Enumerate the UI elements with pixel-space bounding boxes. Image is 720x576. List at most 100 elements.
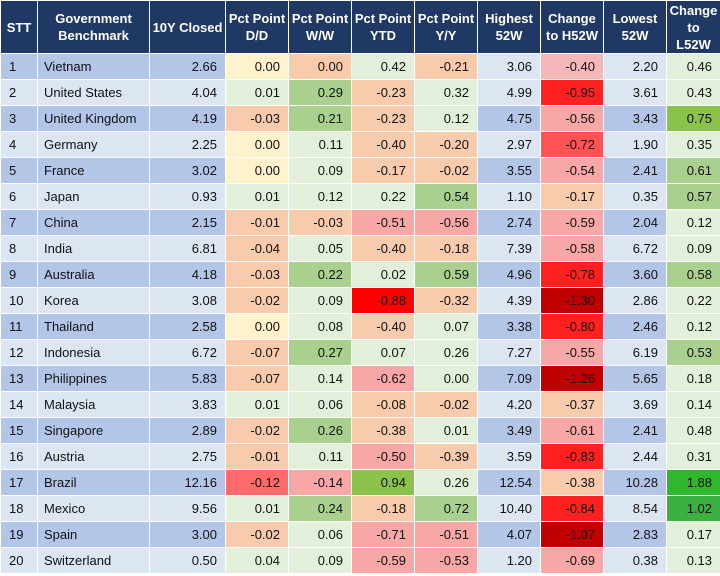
value-cell: -0.02 xyxy=(414,391,478,418)
row-index-cell: 20 xyxy=(0,547,38,574)
value-cell: 2.25 xyxy=(149,131,226,158)
value-cell: 4.18 xyxy=(149,261,226,288)
value-cell: 0.38 xyxy=(603,547,667,574)
value-cell: 12.16 xyxy=(149,469,226,496)
value-cell: 0.00 xyxy=(288,53,352,80)
value-cell: 1.88 xyxy=(666,469,720,496)
value-cell: 0.32 xyxy=(414,79,478,106)
country-cell: United States xyxy=(37,79,150,106)
value-cell: 5.83 xyxy=(149,365,226,392)
row-index-cell: 7 xyxy=(0,209,38,236)
value-cell: 0.09 xyxy=(288,287,352,314)
value-cell: -0.02 xyxy=(414,157,478,184)
value-cell: -0.02 xyxy=(225,417,289,444)
value-cell: -0.56 xyxy=(540,105,604,132)
table-row: 4 Germany 2.25 0.00 0.11 -0.40 -0.20 2.97 -0.72 1… xyxy=(0,131,720,158)
table-row: 7 China 2.15 -0.01 -0.03 -0.51 -0.56 2.74 -0.59 2… xyxy=(0,209,720,236)
value-cell: -0.59 xyxy=(351,547,415,574)
value-cell: 6.81 xyxy=(149,235,226,262)
value-cell: 4.20 xyxy=(477,391,541,418)
column-header: Highest 52W xyxy=(477,0,541,54)
value-cell: -0.40 xyxy=(351,235,415,262)
value-cell: 4.99 xyxy=(477,79,541,106)
table-row: 6 Japan 0.93 0.01 0.12 0.22 0.54 1.10 -0.17 0.35 0… xyxy=(0,183,720,210)
column-header: Change to L52W xyxy=(666,0,720,54)
value-cell: -0.78 xyxy=(540,261,604,288)
value-cell: -0.39 xyxy=(414,443,478,470)
table-row: 1 Vietnam 2.66 0.00 0.00 0.42 -0.21 3.06 -0.40 2.… xyxy=(0,53,720,80)
value-cell: 3.08 xyxy=(149,287,226,314)
value-cell: 0.00 xyxy=(225,131,289,158)
value-cell: 2.86 xyxy=(603,287,667,314)
value-cell: 2.15 xyxy=(149,209,226,236)
value-cell: 0.22 xyxy=(288,261,352,288)
country-cell: Korea xyxy=(37,287,150,314)
table-row: 12 Indonesia 6.72 -0.07 0.27 0.07 0.26 7.27 -0.5… xyxy=(0,339,720,366)
value-cell: 4.19 xyxy=(149,105,226,132)
value-cell: 6.72 xyxy=(149,339,226,366)
value-cell: -0.12 xyxy=(225,469,289,496)
value-cell: 0.01 xyxy=(225,79,289,106)
value-cell: 0.00 xyxy=(225,53,289,80)
value-cell: 3.60 xyxy=(603,261,667,288)
value-cell: 0.46 xyxy=(666,53,720,80)
country-cell: United Kingdom xyxy=(37,105,150,132)
value-cell: 0.14 xyxy=(288,365,352,392)
value-cell: 0.93 xyxy=(149,183,226,210)
value-cell: 2.41 xyxy=(603,417,667,444)
country-cell: China xyxy=(37,209,150,236)
value-cell: 6.19 xyxy=(603,339,667,366)
country-cell: Philippines xyxy=(37,365,150,392)
country-cell: Brazil xyxy=(37,469,150,496)
value-cell: 2.46 xyxy=(603,313,667,340)
value-cell: -0.61 xyxy=(540,417,604,444)
column-header: STT xyxy=(0,0,38,54)
row-index-cell: 19 xyxy=(0,521,38,548)
value-cell: 0.72 xyxy=(414,495,478,522)
row-index-cell: 4 xyxy=(0,131,38,158)
value-cell: 12.54 xyxy=(477,469,541,496)
value-cell: 0.06 xyxy=(288,521,352,548)
country-cell: Austria xyxy=(37,443,150,470)
value-cell: 10.28 xyxy=(603,469,667,496)
value-cell: 0.00 xyxy=(225,157,289,184)
column-header: Lowest 52W xyxy=(603,0,667,54)
value-cell: -0.51 xyxy=(414,521,478,548)
value-cell: -0.95 xyxy=(540,79,604,106)
value-cell: -0.01 xyxy=(225,443,289,470)
value-cell: 0.50 xyxy=(149,547,226,574)
value-cell: 0.42 xyxy=(351,53,415,80)
column-header: Pct Point YTD xyxy=(351,0,415,54)
value-cell: 0.22 xyxy=(666,287,720,314)
country-cell: Thailand xyxy=(37,313,150,340)
row-index-cell: 13 xyxy=(0,365,38,392)
row-index-cell: 11 xyxy=(0,313,38,340)
value-cell: -0.21 xyxy=(414,53,478,80)
value-cell: 0.58 xyxy=(666,261,720,288)
value-cell: 3.59 xyxy=(477,443,541,470)
row-index-cell: 5 xyxy=(0,157,38,184)
value-cell: 0.48 xyxy=(666,417,720,444)
value-cell: 3.43 xyxy=(603,105,667,132)
table-row: 19 Spain 3.00 -0.02 0.06 -0.71 -0.51 4.07 -1.07 2… xyxy=(0,521,720,548)
value-cell: 0.07 xyxy=(414,313,478,340)
value-cell: 0.27 xyxy=(288,339,352,366)
value-cell: 0.08 xyxy=(288,313,352,340)
value-cell: -0.40 xyxy=(540,53,604,80)
value-cell: -0.50 xyxy=(351,443,415,470)
country-cell: India xyxy=(37,235,150,262)
value-cell: -0.17 xyxy=(540,183,604,210)
value-cell: 9.56 xyxy=(149,495,226,522)
value-cell: 3.00 xyxy=(149,521,226,548)
value-cell: 0.43 xyxy=(666,79,720,106)
value-cell: 4.75 xyxy=(477,105,541,132)
value-cell: 0.17 xyxy=(666,521,720,548)
value-cell: -0.83 xyxy=(540,443,604,470)
table-row: 2 United States 4.04 0.01 0.29 -0.23 0.32 4.99-… xyxy=(0,79,720,106)
row-index-cell: 2 xyxy=(0,79,38,106)
value-cell: 0.26 xyxy=(288,417,352,444)
value-cell: 0.59 xyxy=(414,261,478,288)
value-cell: 0.18 xyxy=(666,365,720,392)
value-cell: 1.10 xyxy=(477,183,541,210)
